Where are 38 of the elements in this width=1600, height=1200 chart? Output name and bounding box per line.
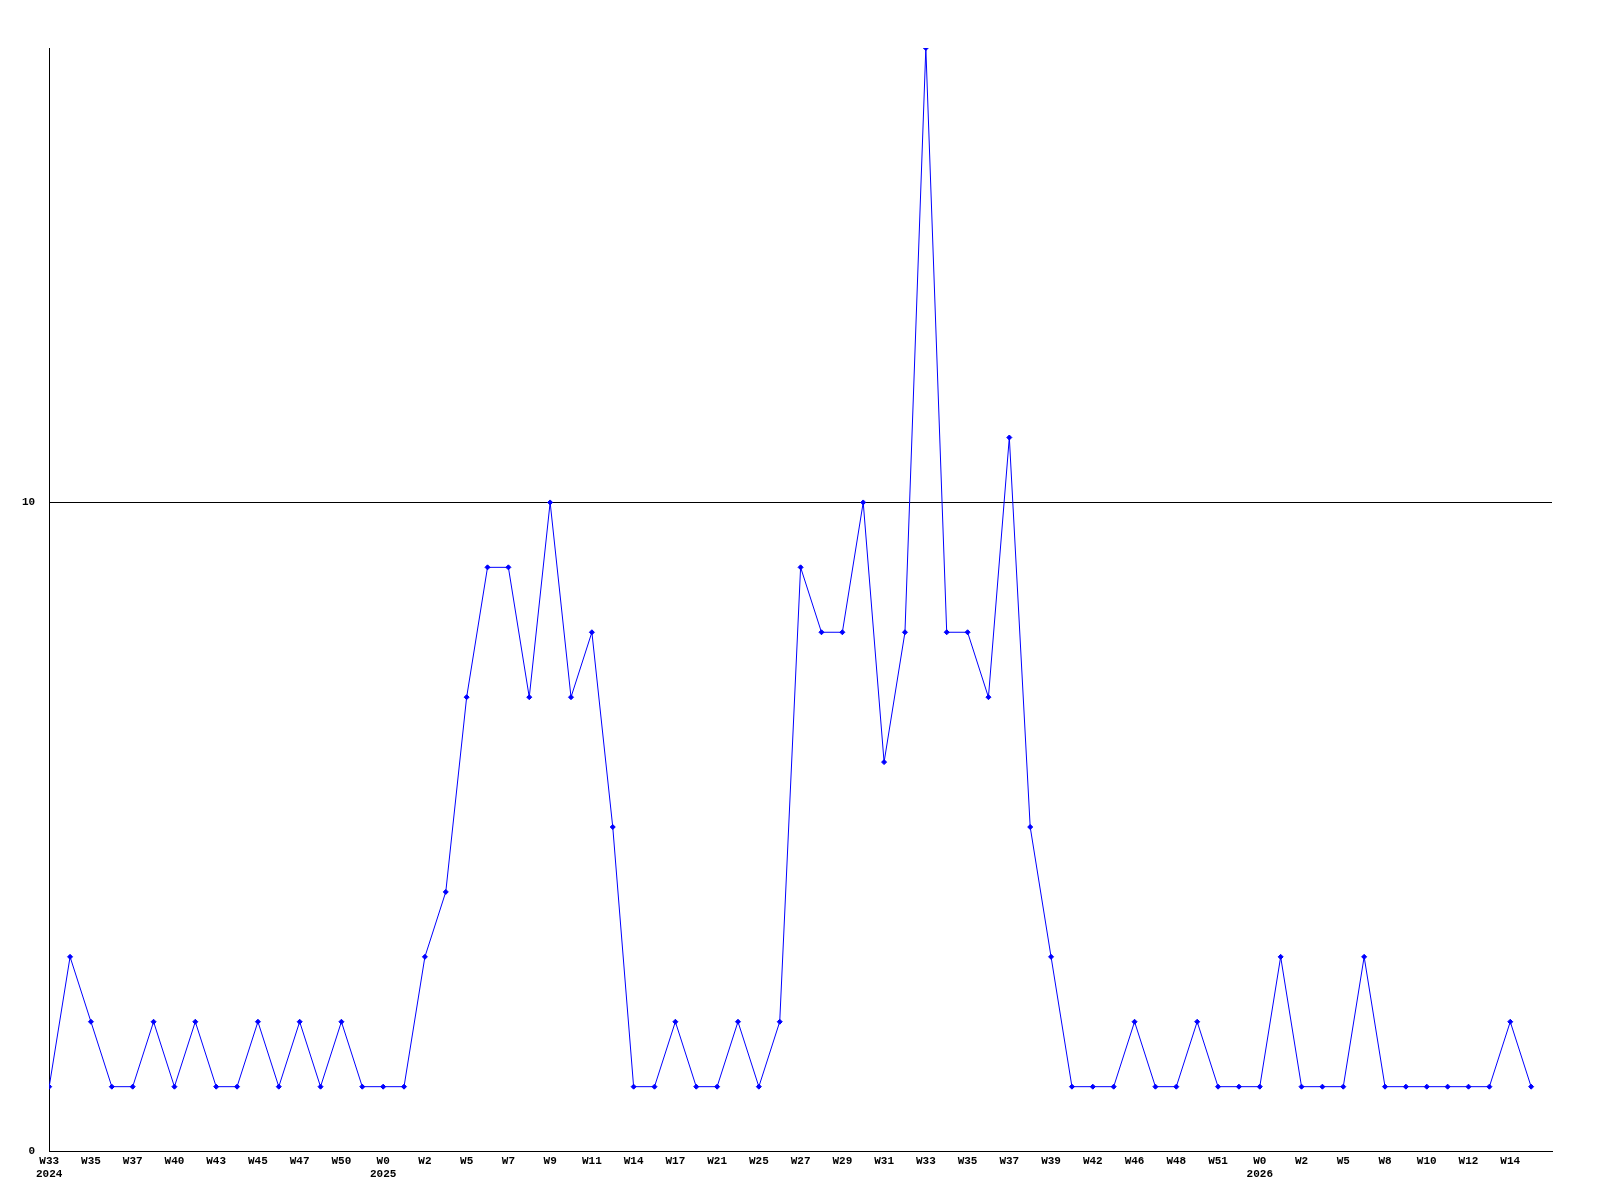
x-tick-label: W5	[460, 1154, 474, 1167]
x-tick-label: W14	[1500, 1154, 1521, 1167]
x-tick-label: W8	[1378, 1154, 1393, 1167]
x-tick-label: W50	[331, 1154, 352, 1167]
x-tick-label: W40	[164, 1154, 185, 1167]
x-tick-label: W47	[289, 1154, 310, 1167]
y-tick-label: 0	[28, 1145, 36, 1158]
x-tick-label: W25	[748, 1154, 770, 1167]
x-tick-label: W21	[707, 1154, 728, 1167]
x-tick-label: W35	[81, 1154, 102, 1167]
x-tick-label: W37	[122, 1154, 143, 1167]
x-tick-label: W7	[501, 1154, 515, 1167]
x-tick-label: W5	[1336, 1154, 1351, 1167]
y-tick-label: 10	[22, 496, 36, 509]
x-tick-label: W31	[874, 1154, 895, 1167]
x-tick-label: W29	[832, 1154, 853, 1167]
x-tick-label: W10	[1416, 1154, 1437, 1167]
x-tick-label: W42	[1082, 1154, 1103, 1167]
x-tick-label: W46	[1124, 1154, 1145, 1167]
x-tick-label: W33 2024	[36, 1154, 63, 1181]
x-tick-label: W48	[1166, 1154, 1187, 1167]
x-tick-label: W0 2026	[1246, 1154, 1273, 1181]
x-tick-label: W2	[1294, 1154, 1309, 1167]
x-tick-label: W43	[206, 1154, 227, 1167]
x-tick-label: W11	[581, 1154, 603, 1167]
x-tick-label: W2	[418, 1154, 432, 1167]
x-tick-label: W35	[957, 1154, 978, 1167]
x-tick-label: W9	[543, 1154, 557, 1167]
x-tick-label: W17	[665, 1154, 686, 1167]
x-tick-label: W14	[623, 1154, 644, 1167]
x-tick-label: W0 2025	[369, 1154, 397, 1181]
x-tick-label: W33	[915, 1154, 937, 1167]
x-tick-label: W51	[1208, 1154, 1229, 1167]
x-tick-label: W39	[1041, 1154, 1061, 1167]
x-tick-label: W37	[999, 1154, 1020, 1167]
x-tick-label: W12	[1458, 1154, 1479, 1167]
x-tick-label: W27	[790, 1154, 811, 1167]
x-tick-label: W45	[248, 1154, 269, 1167]
